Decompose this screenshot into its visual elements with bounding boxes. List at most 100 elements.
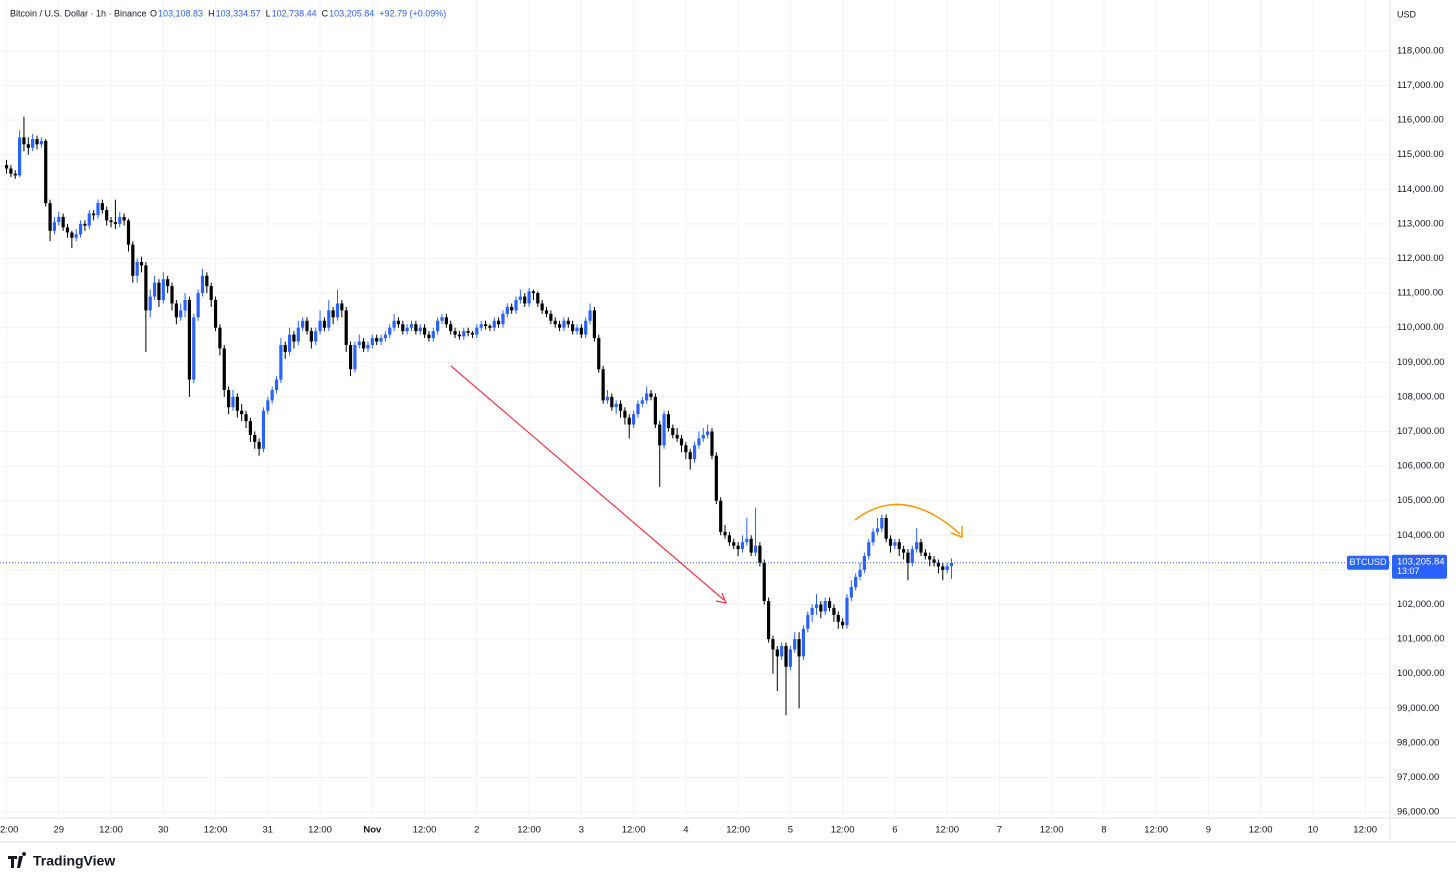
candle-body	[871, 531, 875, 543]
candle-body	[584, 320, 588, 335]
candle-body	[187, 300, 192, 380]
trend-arrow-head	[715, 592, 727, 604]
candle-body	[113, 222, 117, 224]
y-tick-label: 117,000.00	[1397, 80, 1444, 91]
candle-body	[601, 369, 605, 401]
price-tag	[1392, 554, 1447, 579]
candle-body	[9, 168, 13, 174]
candle-body	[466, 331, 470, 333]
candle-body	[780, 646, 784, 657]
candle-body	[26, 144, 30, 148]
candle-body	[362, 341, 366, 349]
candle-body	[758, 545, 762, 563]
candle-body	[793, 639, 797, 650]
candle-body	[96, 203, 100, 216]
candle-body	[366, 344, 370, 349]
candle-body	[196, 293, 200, 318]
candle-body	[727, 535, 732, 543]
candle-body	[836, 614, 840, 622]
x-tick-label: 12:00	[413, 825, 437, 836]
y-tick-label: 104,000.00	[1397, 530, 1445, 541]
candle-body	[492, 320, 496, 328]
symbol-tag	[1347, 555, 1389, 570]
candle-body	[31, 139, 35, 148]
candle-body	[440, 317, 444, 321]
candle-body	[640, 400, 644, 404]
x-tick-label: 7	[997, 825, 1002, 836]
candle-body	[614, 403, 618, 408]
candles	[4, 116, 954, 716]
candle-body	[92, 213, 96, 216]
candle-body	[562, 320, 566, 328]
candle-body	[749, 538, 753, 553]
x-tick-label: 9	[1206, 825, 1211, 836]
candle-body	[893, 542, 897, 546]
candle-body	[296, 327, 300, 342]
candle-body	[544, 310, 549, 314]
candle-body	[653, 396, 657, 425]
candle-body	[244, 414, 248, 422]
candle-body	[888, 538, 893, 546]
candle-body	[470, 332, 475, 335]
candle-body	[884, 517, 888, 539]
candle-body	[723, 531, 727, 536]
candle-body	[801, 628, 806, 657]
x-tick-label: 5	[788, 825, 793, 836]
legend-key: C	[322, 8, 329, 18]
x-tick-label: 12:00	[1040, 825, 1064, 836]
candle-body	[832, 607, 836, 615]
candle-body	[431, 331, 435, 339]
candle-body	[557, 324, 562, 328]
candle-body	[331, 310, 335, 318]
candle-body	[897, 542, 901, 550]
candle-body	[414, 324, 418, 332]
candle-body	[4, 165, 9, 169]
candle-body	[810, 607, 814, 615]
candle-body	[52, 222, 57, 231]
arc-arrow-head	[950, 526, 963, 539]
candle-body	[148, 296, 152, 311]
candle-body	[335, 303, 340, 318]
y-tick-label: 98,000.00	[1397, 737, 1439, 748]
candle-body	[218, 327, 222, 349]
candle-body	[571, 324, 575, 332]
price-tag-text: 103,205.84	[1397, 556, 1445, 567]
candle-body	[514, 300, 518, 311]
y-tick-label: 109,000.00	[1397, 357, 1445, 368]
candle-body	[152, 282, 157, 297]
candle-body	[383, 334, 387, 339]
candle-body	[462, 331, 466, 337]
candle-body	[849, 587, 853, 598]
candle-body	[309, 331, 313, 342]
candle-body	[501, 313, 505, 325]
candle-body	[766, 601, 771, 640]
candle-body	[183, 300, 187, 311]
candle-body	[932, 559, 936, 563]
candle-body	[179, 310, 183, 318]
candle-body	[706, 431, 710, 435]
ohlc-legend: O 103,108.83 H 103,334.57 L 102,738.44 C 103,20…	[150, 8, 446, 18]
candle-body	[736, 545, 740, 550]
candle-body	[845, 597, 849, 626]
candle-body	[875, 528, 880, 532]
candle-body	[340, 303, 344, 311]
candle-body	[949, 562, 954, 567]
candle-body	[100, 203, 104, 211]
candle-body	[70, 232, 74, 238]
candle-body	[623, 410, 627, 418]
candle-body	[449, 324, 453, 332]
candle-body	[379, 338, 383, 342]
candle-body	[144, 265, 148, 311]
candle-body	[540, 303, 544, 311]
candle-body	[287, 334, 292, 352]
candle-body	[566, 320, 570, 325]
candle-body	[928, 556, 932, 560]
chart-title: Bitcoin / U.S. Dollar · 1h · Binance	[10, 8, 147, 18]
candle-body	[457, 334, 462, 337]
candle-body	[74, 234, 78, 238]
x-tick-label: 12:00	[935, 825, 959, 836]
candle-body	[518, 296, 522, 301]
candle-body	[327, 310, 331, 328]
